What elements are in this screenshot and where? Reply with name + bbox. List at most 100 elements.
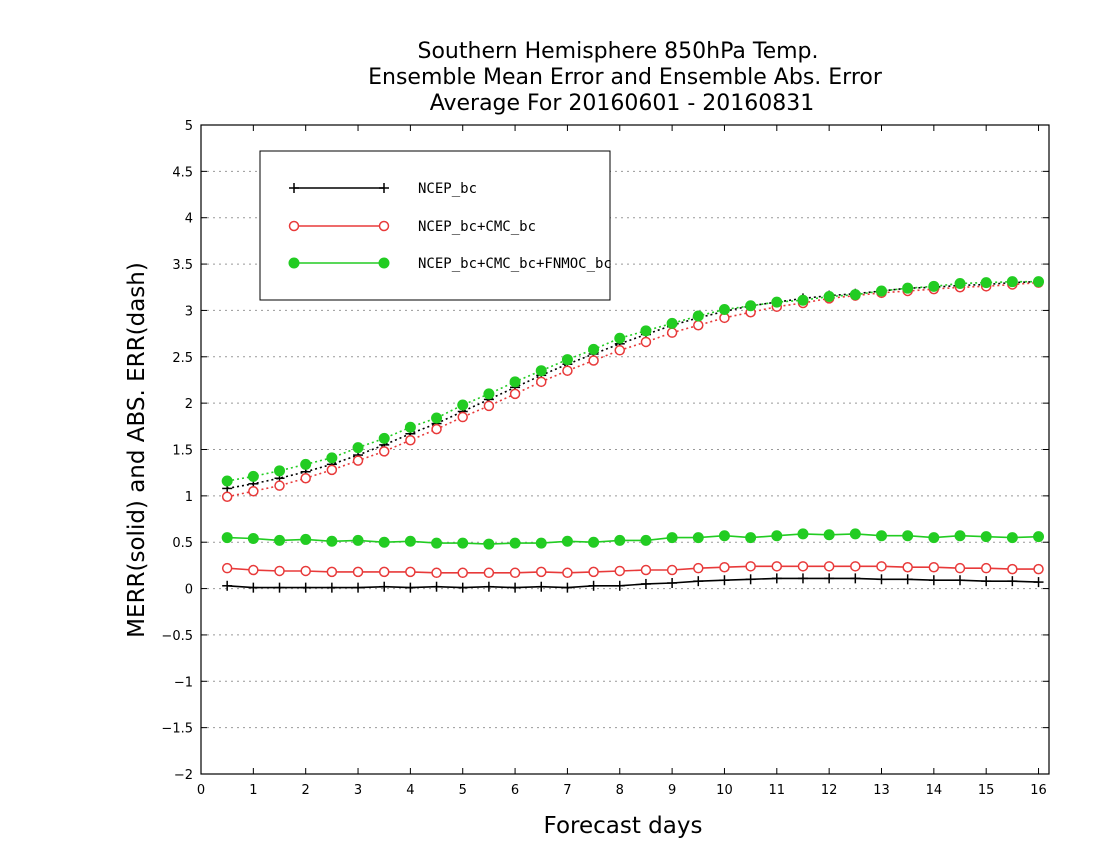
abs-err-point (483, 388, 495, 400)
abs-err-point (614, 345, 626, 356)
merr-point (248, 564, 259, 576)
x-tick-label: 2 (302, 783, 310, 798)
abs-err-point (718, 304, 730, 316)
merr-point (535, 537, 547, 549)
x-tick-label: 16 (1030, 783, 1047, 798)
merr-point (1007, 563, 1018, 575)
merr-point (719, 561, 730, 573)
merr-point (509, 537, 521, 549)
merr-point (980, 562, 992, 574)
merr-point (274, 565, 285, 577)
legend-marker (289, 183, 299, 193)
abs-err-point (300, 472, 311, 484)
merr-point (981, 576, 992, 587)
x-tick-label: 10 (716, 783, 733, 798)
x-tick-label: 8 (616, 783, 624, 798)
merr-line-ncep-bc (227, 577, 1039, 589)
merr-point (378, 566, 390, 578)
merr-point (221, 532, 233, 544)
abs-err-point (823, 291, 835, 303)
series-ncep-bc (222, 276, 1044, 593)
abs-err-point (274, 480, 285, 491)
merr-point (352, 566, 364, 578)
abs-err-point (980, 277, 992, 289)
abs-err-point (352, 455, 364, 466)
merr-point (954, 530, 966, 542)
merr-point (876, 561, 887, 572)
x-axis-label: Forecast days (544, 813, 703, 839)
merr-point (693, 576, 704, 587)
abs-err-point (954, 278, 966, 290)
merr-point (718, 530, 730, 542)
merr-point (457, 567, 468, 579)
merr-point (902, 530, 914, 542)
abs-err-point (614, 332, 626, 344)
chart-title-line-2: Ensemble Mean Error and Ensemble Abs. Er… (368, 65, 883, 90)
x-tick-label: 3 (354, 783, 362, 798)
merr-point (248, 582, 259, 593)
y-tick-label: 0 (185, 583, 193, 598)
merr-point (902, 574, 913, 585)
chart-title: Southern Hemisphere 850hPa Temp. Ensembl… (368, 39, 883, 116)
abs-err-point (405, 434, 416, 446)
abs-err-point (588, 343, 600, 355)
merr-point (954, 562, 966, 574)
y-tick-label: 1 (185, 490, 193, 505)
abs-err-point (745, 300, 757, 312)
plot-series (221, 276, 1045, 593)
x-tick-label: 5 (459, 783, 467, 798)
merr-point (588, 580, 599, 591)
y-tick-label: −1.5 (161, 722, 193, 737)
merr-point (379, 581, 390, 592)
axis-ticks: 54.543.532.521.510.50−0.5−1−1.5−20 1 2 3 4 5 6… (161, 119, 1049, 798)
merr-point (693, 562, 704, 574)
merr-point (510, 582, 521, 593)
abs-err-point (221, 475, 233, 487)
legend-marker (288, 220, 300, 232)
abs-err-point (849, 289, 861, 301)
merr-point (431, 581, 442, 592)
merr-point (875, 530, 887, 542)
merr-point (274, 534, 286, 546)
abs-err-point (431, 412, 443, 424)
abs-err-point (875, 285, 887, 297)
merr-point (405, 566, 416, 578)
y-tick-label: 4.5 (172, 165, 193, 180)
x-tick-label: 12 (821, 783, 838, 798)
abs-err-point (902, 282, 914, 294)
merr-point (352, 534, 364, 546)
legend-marker (379, 183, 389, 193)
abs-err-point (640, 325, 652, 337)
abs-err-point (248, 485, 259, 497)
y-tick-label: 2.5 (172, 351, 193, 366)
merr-point (431, 567, 442, 579)
merr-point (247, 533, 259, 545)
merr-point (274, 582, 285, 593)
merr-point (326, 582, 337, 593)
abs-err-point (693, 320, 704, 331)
abs-err-point (404, 421, 416, 433)
x-tick-label: 6 (511, 783, 519, 798)
legend-entry: NCEP_bc+CMC_bc+FNMOC_bc (288, 256, 612, 272)
merr-point (378, 536, 390, 548)
abs-err-point (535, 376, 547, 388)
abs-err-point (1033, 276, 1045, 288)
abs-err-point (274, 465, 286, 477)
merr-point (823, 561, 835, 572)
merr-point (797, 573, 808, 584)
merr-point (745, 532, 757, 544)
merr-point (353, 582, 364, 593)
y-tick-label: −1 (174, 675, 193, 690)
merr-point (1007, 576, 1018, 587)
merr-point (483, 567, 495, 579)
merr-point (1033, 563, 1044, 575)
merr-point (326, 566, 338, 578)
merr-point (824, 573, 835, 584)
merr-point (823, 529, 835, 541)
merr-point (561, 535, 573, 547)
abs-err-point (692, 310, 704, 322)
y-tick-label: 4 (185, 212, 193, 227)
abs-err-point (562, 365, 573, 376)
merr-point (640, 534, 652, 546)
abs-err-line-ncep-bc (227, 280, 1039, 490)
